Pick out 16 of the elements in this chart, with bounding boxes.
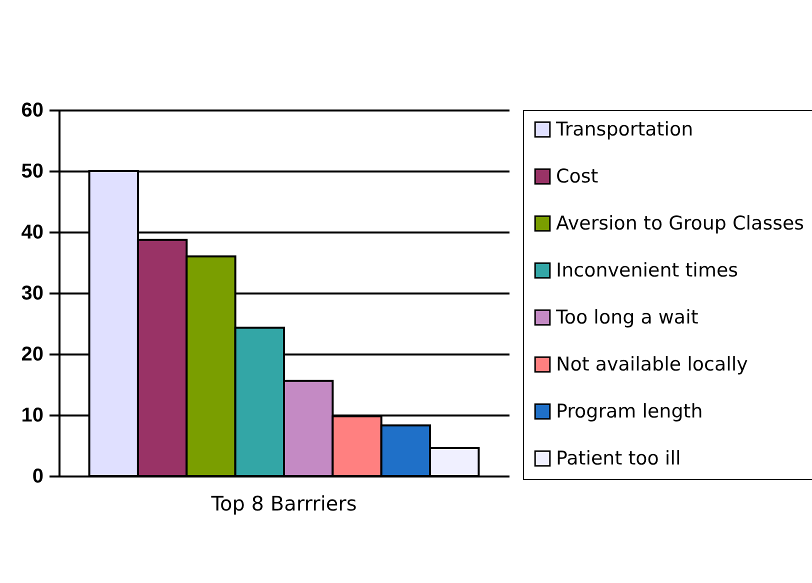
y-tick-label: 30 [21, 282, 44, 304]
y-tick-label: 40 [21, 222, 44, 244]
legend-label: Program length [556, 400, 703, 422]
legend-label: Patient too ill [556, 448, 681, 470]
legend-label: Not available locally [556, 354, 748, 376]
y-tick-label: 10 [21, 404, 44, 426]
legend-label: Transportation [555, 118, 694, 140]
legend-label: Cost [556, 166, 598, 188]
y-tick-label: 0 [32, 466, 44, 488]
y-tick-label: 50 [21, 160, 44, 182]
legend-label: Aversion to Group Classes [556, 212, 804, 234]
y-tick-label: 60 [21, 100, 44, 122]
legend-label: Inconvenient times [556, 260, 738, 282]
y-tick-label: 20 [21, 344, 44, 366]
x-tick-label: Top 8 Barrriers [210, 492, 357, 516]
legend-label: Too long a wait [555, 306, 698, 328]
